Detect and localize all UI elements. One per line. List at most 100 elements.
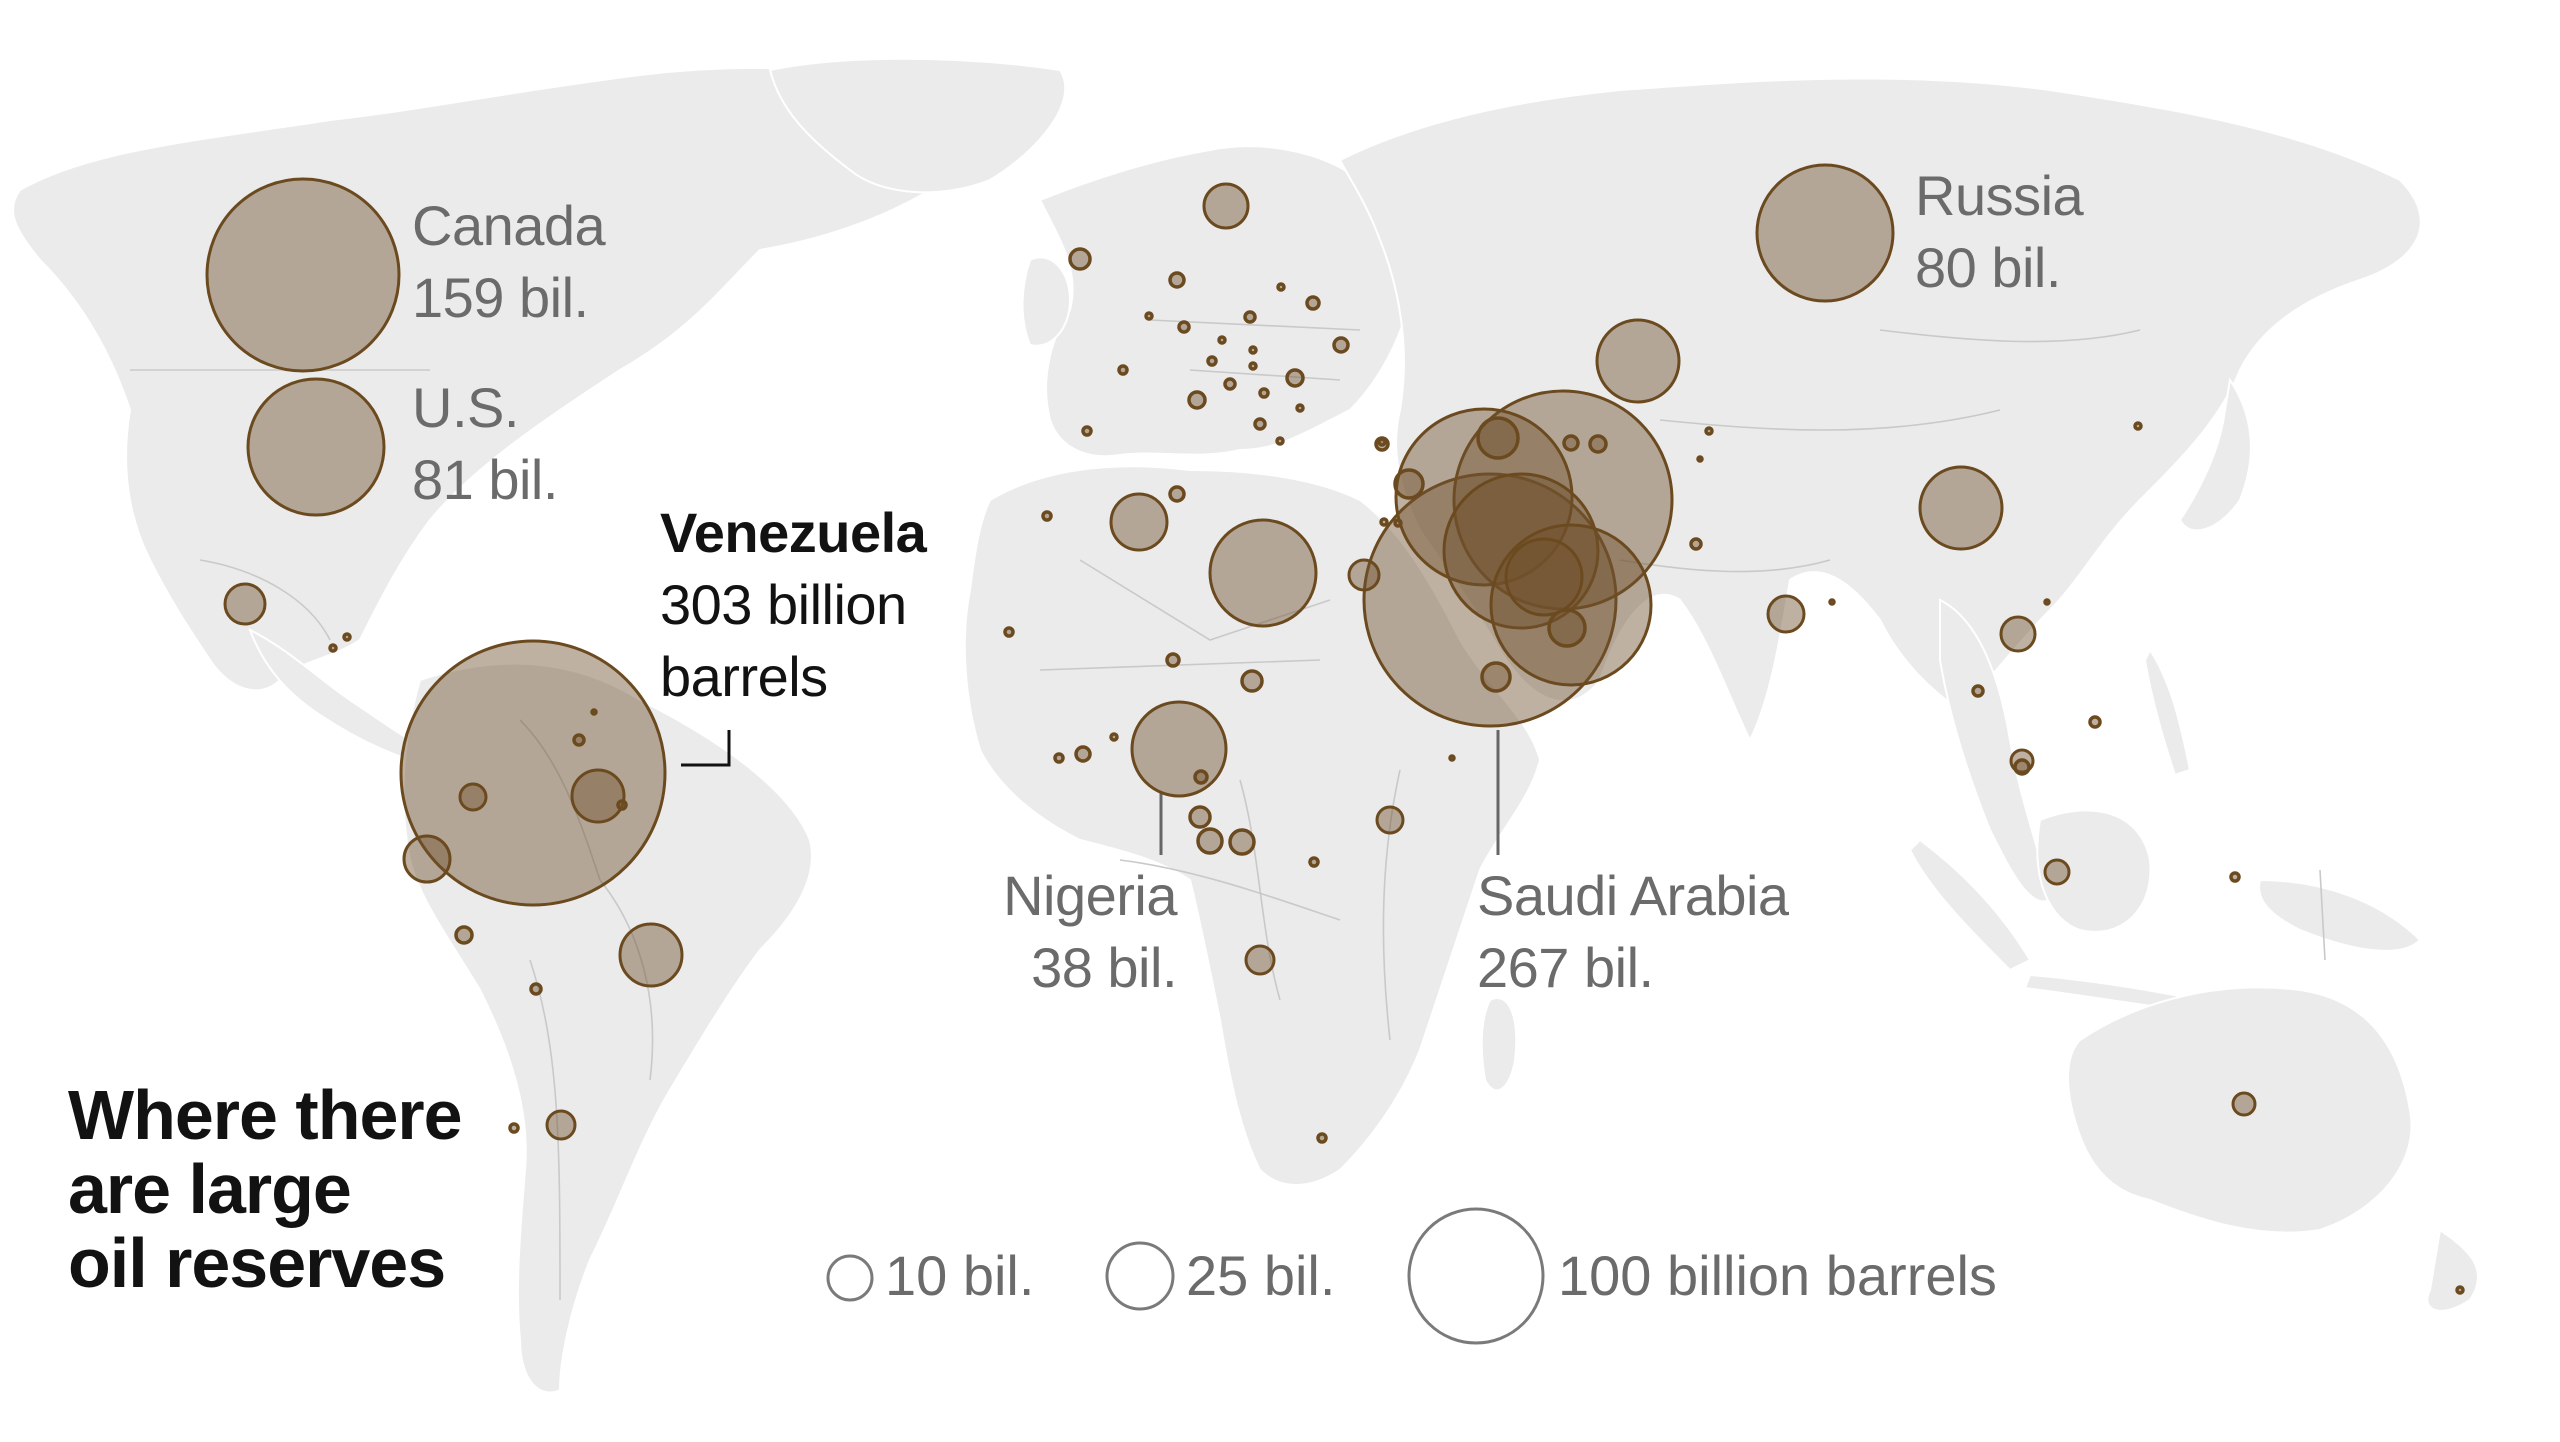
- bubble-brazil[interactable]: [618, 922, 684, 988]
- bubble-tunisia[interactable]: [1168, 485, 1186, 503]
- bubble-georgia[interactable]: [1377, 437, 1387, 447]
- bubble-lithuania[interactable]: [1276, 282, 1286, 292]
- bubble-egypt[interactable]: [1347, 558, 1381, 592]
- bubble-japan[interactable]: [2133, 421, 2143, 431]
- bubble-belarus[interactable]: [1305, 295, 1321, 311]
- bubble-niger[interactable]: [1165, 652, 1181, 668]
- bubble-eq-guinea[interactable]: [1188, 805, 1212, 829]
- bubble-colombia[interactable]: [458, 782, 488, 812]
- bubble-taiwan[interactable]: [2043, 598, 2051, 606]
- bubble-trinidad[interactable]: [572, 733, 586, 747]
- bubble-romania[interactable]: [1285, 368, 1305, 388]
- bubble-turkmenistan[interactable]: [1562, 434, 1580, 452]
- bubble-venezuela[interactable]: [399, 639, 667, 907]
- bubble-bulgaria[interactable]: [1295, 403, 1305, 413]
- bubble-argentina[interactable]: [545, 1109, 577, 1141]
- bubble-thailand[interactable]: [1971, 684, 1985, 698]
- bubble-new-zealand[interactable]: [2455, 1285, 2465, 1295]
- label-canada-value: 159 bil.: [412, 266, 589, 329]
- bubble-croatia[interactable]: [1223, 377, 1237, 391]
- bubble-kazakhstan[interactable]: [1595, 318, 1681, 404]
- bubble-guatemala[interactable]: [328, 643, 338, 653]
- label-venezuela-unit: barrels: [660, 645, 828, 708]
- bubble-south-africa[interactable]: [1316, 1132, 1328, 1144]
- bubble-yemen[interactable]: [1480, 661, 1512, 693]
- bubble-greece[interactable]: [1275, 436, 1285, 446]
- bubble-norway[interactable]: [1202, 182, 1250, 230]
- bubble-kuwait[interactable]: [1442, 472, 1600, 630]
- bubble-ghana[interactable]: [1074, 745, 1092, 763]
- bubble-ethiopia[interactable]: [1448, 754, 1456, 762]
- bubble-gabon[interactable]: [1196, 827, 1224, 855]
- bubble-uk[interactable]: [1068, 247, 1092, 271]
- label-canada: Canada 159 bil.: [412, 190, 606, 334]
- bubble-russia[interactable]: [1755, 163, 1895, 303]
- bubble-congo[interactable]: [1228, 828, 1256, 856]
- bubble-belize[interactable]: [342, 632, 352, 642]
- bubble-nigeria[interactable]: [1130, 700, 1228, 798]
- bubble-indonesia[interactable]: [2043, 858, 2071, 886]
- label-nigeria-name: Nigeria: [1003, 864, 1177, 927]
- bubble-malaysia[interactable]: [2013, 758, 2031, 776]
- bubble-guyana[interactable]: [570, 768, 626, 824]
- bubble-mexico[interactable]: [223, 582, 267, 626]
- bubble-peru[interactable]: [454, 925, 474, 945]
- bubble-uzbekistan[interactable]: [1588, 434, 1608, 454]
- bubble-india[interactable]: [1766, 594, 1806, 634]
- label-russia-value: 80 bil.: [1915, 236, 2061, 299]
- bubble-aruba[interactable]: [590, 708, 598, 716]
- bubble-france[interactable]: [1117, 364, 1129, 376]
- bubble-drc[interactable]: [1308, 856, 1320, 868]
- bubble-ecuador[interactable]: [402, 834, 452, 884]
- legend-label-25: 25 bil.: [1186, 1244, 1336, 1307]
- bubble-benin[interactable]: [1109, 732, 1119, 742]
- bubble-papua-new-guinea[interactable]: [2229, 871, 2241, 883]
- bubble-vietnam[interactable]: [1999, 615, 2037, 653]
- bubble-mauritania[interactable]: [1003, 626, 1015, 638]
- bubble-albania[interactable]: [1253, 417, 1267, 431]
- label-russia-name: Russia: [1915, 164, 2084, 227]
- bubble-libya[interactable]: [1208, 518, 1318, 628]
- bubble-bolivia[interactable]: [529, 982, 543, 996]
- bubble-hungary[interactable]: [1248, 361, 1258, 371]
- bubble-poland[interactable]: [1243, 310, 1257, 324]
- bubble-jordan[interactable]: [1393, 518, 1403, 528]
- bubble-morocco[interactable]: [1041, 510, 1053, 522]
- bubble-philippines[interactable]: [2088, 715, 2102, 729]
- bubble-syria[interactable]: [1393, 468, 1425, 500]
- bubble-qatar[interactable]: [1504, 537, 1584, 617]
- bubble-tajikistan[interactable]: [1704, 426, 1714, 436]
- bubble-denmark[interactable]: [1168, 271, 1186, 289]
- bubble-canada[interactable]: [205, 177, 401, 373]
- bubble-serbia[interactable]: [1258, 387, 1270, 399]
- bubble-germany[interactable]: [1177, 320, 1191, 334]
- bubble-pakistan[interactable]: [1689, 537, 1703, 551]
- bubble-uganda[interactable]: [1375, 805, 1405, 835]
- label-us-value: 81 bil.: [412, 448, 558, 511]
- bubble-czech[interactable]: [1217, 335, 1227, 345]
- land-south-america: [402, 662, 813, 1394]
- bubble-austria[interactable]: [1206, 355, 1218, 367]
- bubble-chile[interactable]: [508, 1122, 520, 1134]
- bubble-cote-divoire[interactable]: [1053, 752, 1065, 764]
- bubble-oman[interactable]: [1547, 608, 1587, 648]
- bubble-ukraine[interactable]: [1332, 336, 1350, 354]
- bubble-suriname[interactable]: [616, 799, 628, 811]
- bubble-spain[interactable]: [1081, 425, 1093, 437]
- bubble-chad[interactable]: [1240, 669, 1264, 693]
- bubble-israel[interactable]: [1379, 517, 1389, 527]
- bubble-bangladesh[interactable]: [1828, 598, 1836, 606]
- bubble-algeria[interactable]: [1109, 492, 1169, 552]
- bubble-netherlands[interactable]: [1144, 311, 1154, 321]
- bubble-kyrgyzstan[interactable]: [1696, 455, 1704, 463]
- bubble-australia[interactable]: [2231, 1091, 2257, 1117]
- bubble-italy[interactable]: [1187, 390, 1207, 410]
- bubble-angola[interactable]: [1244, 944, 1276, 976]
- bubble-slovakia[interactable]: [1248, 345, 1258, 355]
- bubble-azerbaijan[interactable]: [1476, 416, 1520, 460]
- bubble-cameroon[interactable]: [1193, 769, 1209, 785]
- bubble-us[interactable]: [246, 377, 386, 517]
- title-line-3: oil reserves: [68, 1224, 446, 1302]
- bubble-china[interactable]: [1918, 465, 2004, 551]
